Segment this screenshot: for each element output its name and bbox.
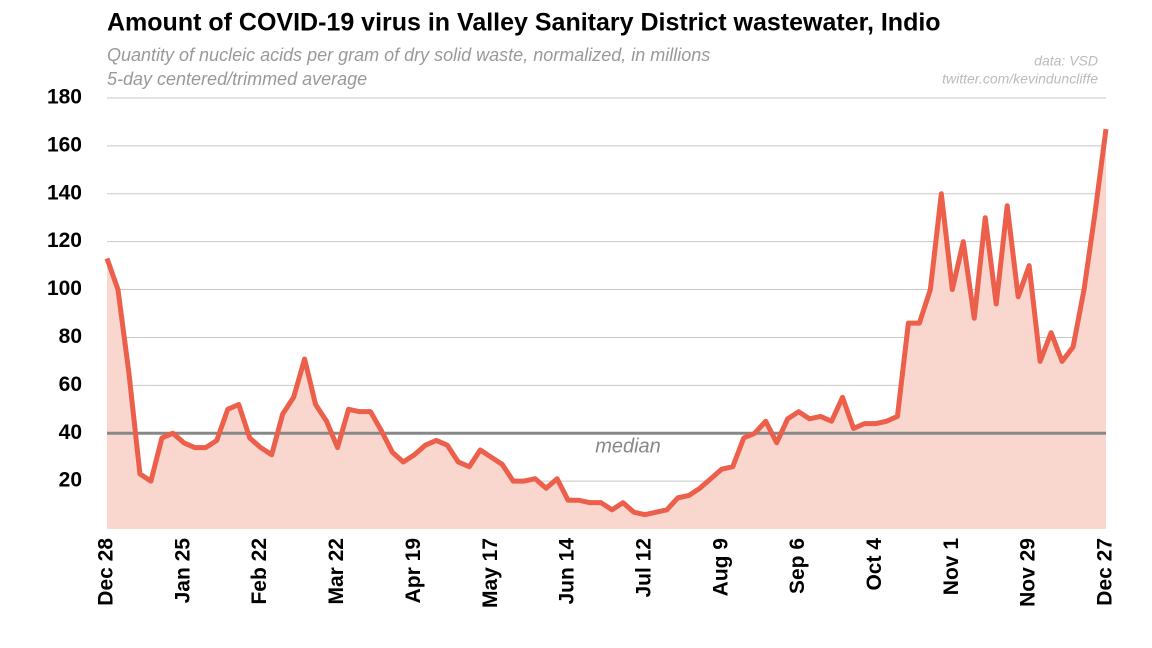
x-tick-label: Sep 6 [786,538,809,594]
y-tick-label: 80 [59,325,82,348]
subtitle: 5-day centered/trimmed average [107,69,367,89]
area [107,129,1106,529]
y-tick-label: 160 [47,133,82,156]
x-tick-label: Dec 28 [95,538,118,606]
x-tick-label: May 17 [479,538,502,608]
y-tick-label: 40 [59,421,82,444]
y-tick-label: 120 [47,229,82,252]
x-tick-label: Jul 12 [632,538,655,598]
x-tick-label: Nov 1 [940,538,963,596]
source: twitter.com/kevinduncliffe [942,71,1098,87]
line [104,128,1109,518]
y-tick-label: 60 [59,373,82,396]
chart-title: Amount of COVID-19 virus in Valley Sanit… [107,9,941,37]
subtitle: Quantity of nucleic acids per gram of dr… [107,45,710,65]
x-tick-label: Nov 29 [1017,538,1040,607]
x-tick-label: Feb 22 [248,538,271,605]
x-tick-label: Apr 19 [402,538,425,603]
x-tick-label: Jan 25 [171,538,194,604]
x-tick-label: Jun 14 [556,538,579,605]
x-tick-label: Oct 4 [863,538,886,591]
y-tick-label: 140 [47,181,82,204]
x-tick-label: Aug 9 [709,538,732,596]
y-tick-label: 100 [47,277,82,300]
y-tick-label: 180 [47,86,82,109]
x-tick-label: Mar 22 [325,538,348,605]
source: data: VSD [1034,53,1098,69]
y-tick-label: 20 [59,469,82,492]
median-label: median [595,436,661,458]
x-tick-label: Dec 27 [1094,538,1117,606]
